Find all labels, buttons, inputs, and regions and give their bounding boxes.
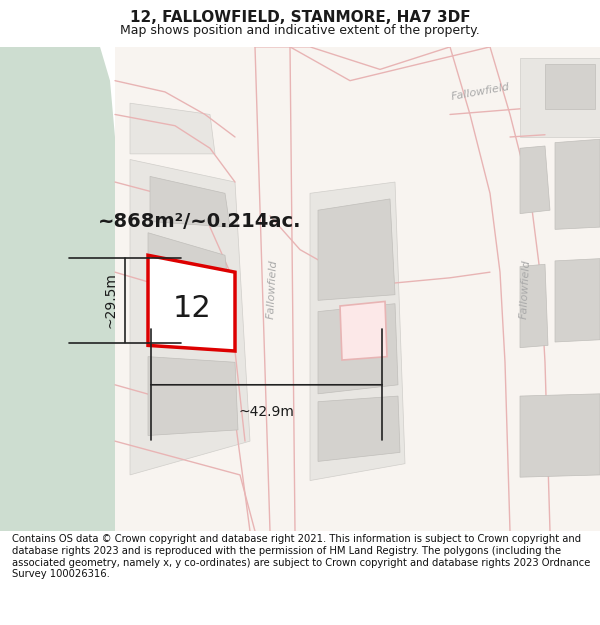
- Polygon shape: [148, 255, 235, 351]
- Polygon shape: [520, 394, 600, 477]
- Text: Fallowfield: Fallowfield: [450, 82, 510, 102]
- Text: Fallowfield: Fallowfield: [265, 259, 278, 319]
- Polygon shape: [520, 264, 548, 348]
- Polygon shape: [555, 139, 600, 229]
- Polygon shape: [0, 47, 145, 531]
- Text: 12: 12: [173, 294, 211, 322]
- Polygon shape: [115, 47, 600, 531]
- Polygon shape: [318, 304, 398, 394]
- Polygon shape: [555, 259, 600, 342]
- Polygon shape: [520, 146, 550, 214]
- Polygon shape: [310, 182, 405, 481]
- Polygon shape: [545, 64, 595, 109]
- Polygon shape: [150, 176, 230, 227]
- Polygon shape: [148, 357, 238, 436]
- Text: ~42.9m: ~42.9m: [239, 405, 295, 419]
- Polygon shape: [318, 396, 400, 461]
- Polygon shape: [340, 301, 387, 360]
- Text: Fallowfield: Fallowfield: [518, 259, 532, 319]
- Text: Map shows position and indicative extent of the property.: Map shows position and indicative extent…: [120, 24, 480, 36]
- Polygon shape: [235, 47, 310, 531]
- Text: ~868m²/~0.214ac.: ~868m²/~0.214ac.: [98, 212, 302, 231]
- Polygon shape: [148, 232, 235, 351]
- Text: ~29.5m: ~29.5m: [103, 272, 117, 328]
- Text: 12, FALLOWFIELD, STANMORE, HA7 3DF: 12, FALLOWFIELD, STANMORE, HA7 3DF: [130, 10, 470, 25]
- Polygon shape: [520, 58, 600, 137]
- Polygon shape: [130, 103, 215, 154]
- Polygon shape: [318, 199, 395, 301]
- Text: Contains OS data © Crown copyright and database right 2021. This information is : Contains OS data © Crown copyright and d…: [12, 534, 590, 579]
- Polygon shape: [130, 159, 250, 475]
